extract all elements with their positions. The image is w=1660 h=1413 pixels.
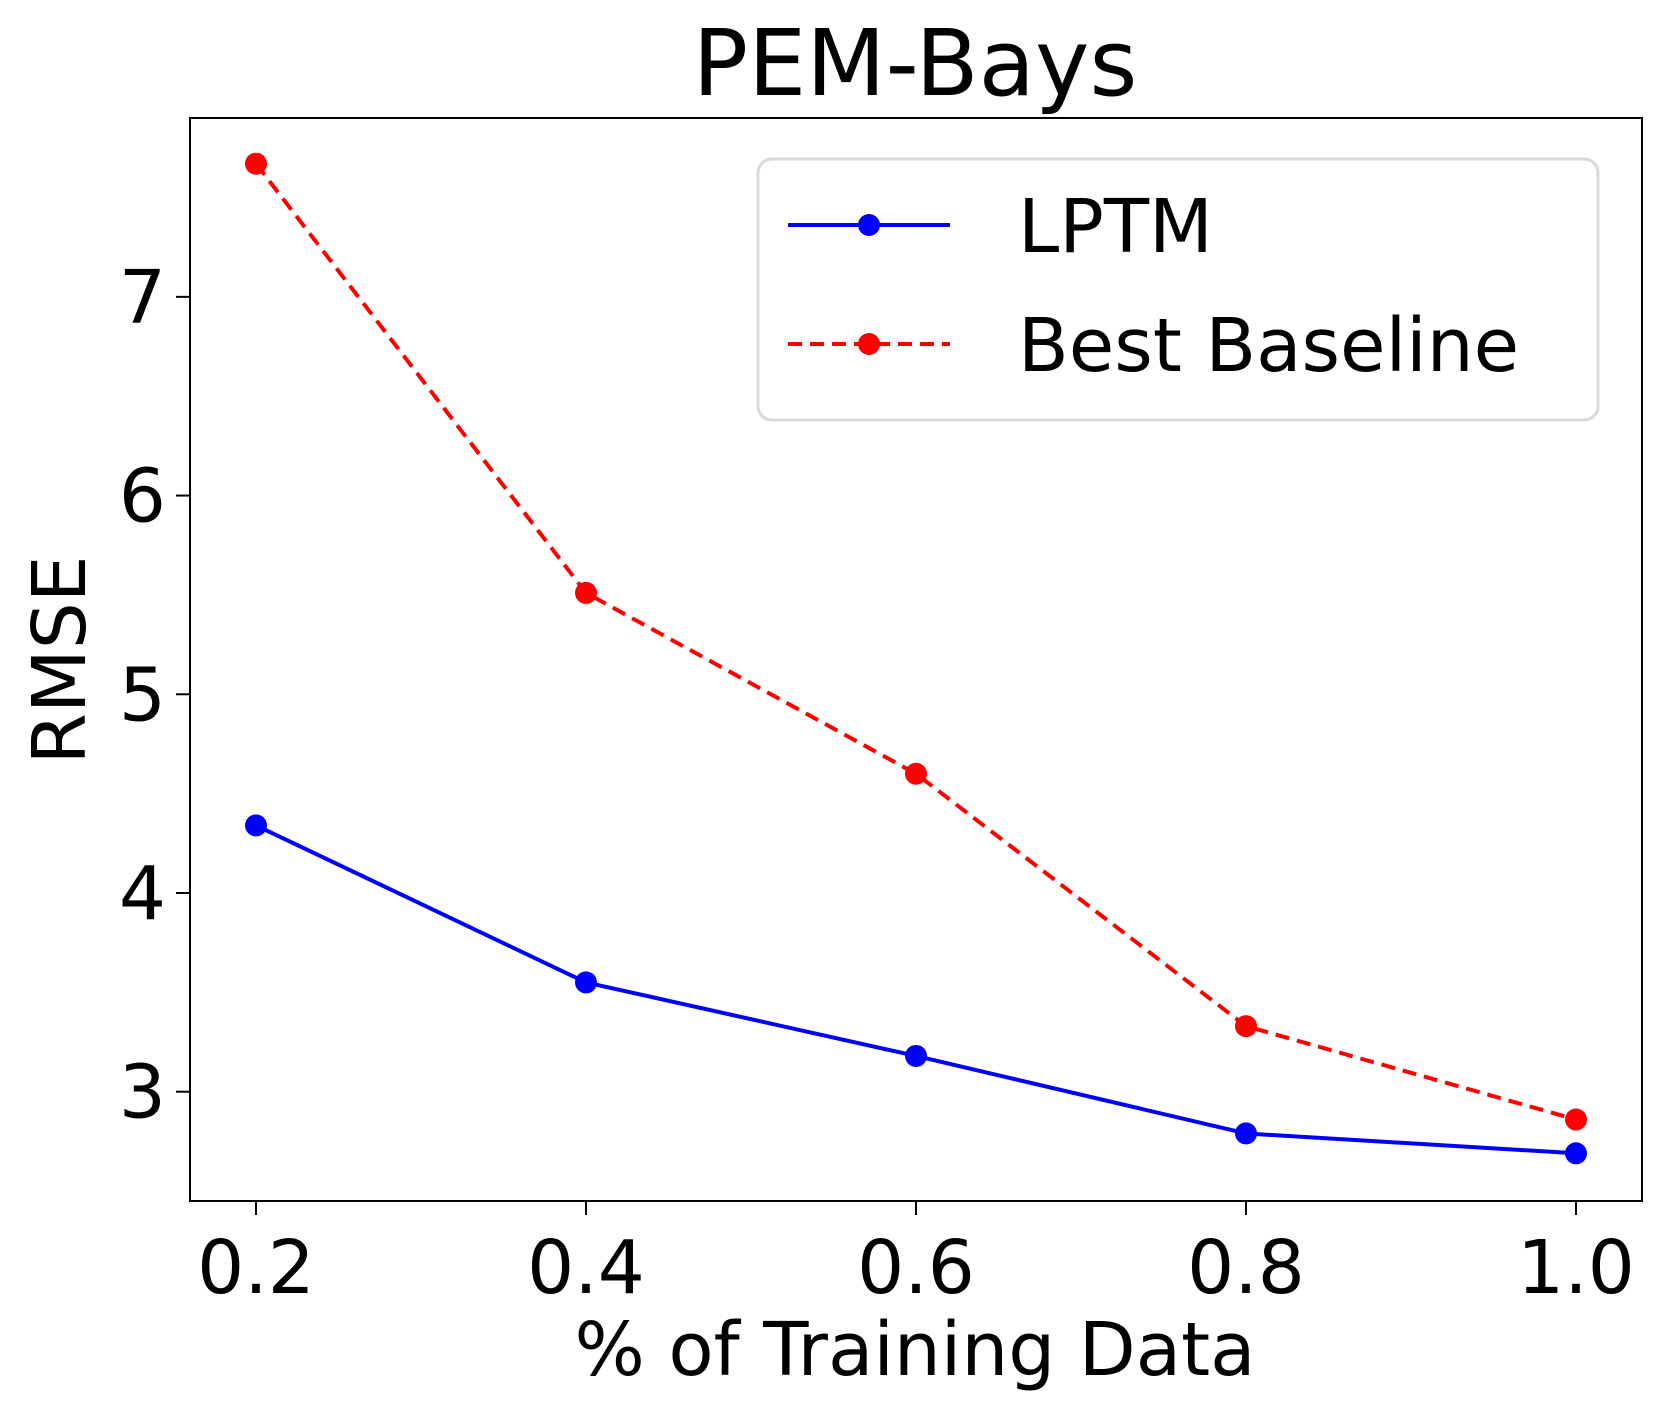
data-point-best-baseline-0.6 [905,762,927,785]
y-tick-label-6: 6 [119,454,166,540]
legend: LPTM Best Baseline [756,157,1600,422]
series-best-baseline [245,152,1587,1131]
x-tick-label-0.2: 0.2 [197,1225,315,1311]
series-lptm [245,814,1587,1165]
legend-marker-best-baseline [858,333,880,355]
legend-item-best-baseline: Best Baseline [788,303,1519,389]
y-tick-label-3: 3 [119,1050,166,1136]
legend-label-lptm: LPTM [1018,184,1213,270]
y-axis: 3 4 5 6 7 [119,255,190,1136]
y-axis-label: RMSE [17,556,103,765]
data-point-best-baseline-0.8 [1235,1015,1257,1038]
series-layer [245,152,1587,1165]
legend-marker-lptm [858,214,880,236]
data-point-best-baseline-1.0 [1565,1108,1587,1131]
legend-label-best-baseline: Best Baseline [1018,303,1519,389]
chart-title: PEM-Bays [693,10,1138,117]
data-point-lptm-0.4 [575,971,597,994]
legend-item-lptm: LPTM [788,184,1213,270]
data-point-lptm-1.0 [1565,1142,1587,1165]
x-axis: 0.2 0.4 0.6 0.8 1.0 [197,1201,1635,1311]
data-point-best-baseline-0.2 [245,152,267,175]
series-line-lptm [255,823,1577,1156]
data-point-lptm-0.8 [1235,1122,1257,1145]
x-tick-label-0.6: 0.6 [857,1225,975,1311]
y-tick-label-4: 4 [119,851,166,937]
series-line-best-baseline [254,162,1577,1122]
legend-box [756,157,1600,422]
x-tick-label-1.0: 1.0 [1517,1225,1635,1311]
x-tick-label-0.4: 0.4 [527,1225,645,1311]
y-tick-label-5: 5 [119,652,166,738]
data-point-lptm-0.6 [905,1044,927,1067]
data-point-lptm-0.2 [245,814,267,837]
data-point-best-baseline-0.4 [575,581,597,604]
x-tick-label-0.8: 0.8 [1187,1225,1305,1311]
x-axis-label: % of Training Data [575,1307,1256,1393]
y-tick-label-7: 7 [119,255,166,341]
